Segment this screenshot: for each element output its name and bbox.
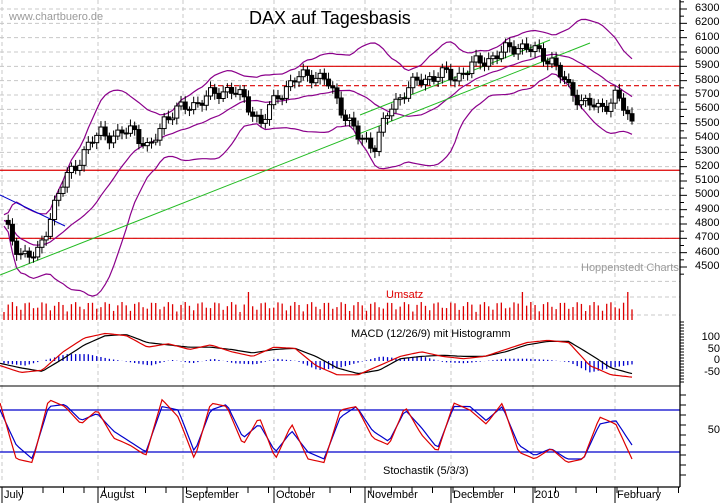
macd-tick-label: 0 [713,354,720,366]
chart-title: DAX auf Tagesbasis [249,8,411,28]
price-tick-label: 5500 [695,116,720,129]
month-label: August [100,489,135,501]
price-tick-label: 5900 [695,59,720,72]
volume-bars [3,292,633,320]
macd-tick-label: 100 [701,331,720,343]
grid-lines [0,0,680,480]
price-tick-label: 4800 [695,216,720,229]
stochastic-panel [0,398,680,464]
macd-tick-label: 50 [707,342,720,355]
price-tick-label: 4700 [695,231,720,244]
price-tick-label: 6300 [695,2,720,14]
month-label: February [617,489,662,501]
macd-label: MACD (12/26/9) mit Histogramm [351,328,511,340]
month-label: October [276,489,316,501]
price-tick-label: 6000 [695,44,720,57]
month-label: November [367,489,418,501]
month-label: 2010 [535,489,560,501]
bollinger-bands [3,18,633,297]
price-tick-label: 4600 [695,245,720,258]
macd-panel [0,332,680,387]
price-tick-label: 5300 [695,145,720,158]
price-tick-label: 5200 [695,159,720,172]
month-label: September [185,489,239,501]
price-tick-label: 6200 [695,16,720,29]
credit-label: Hoppenstedt Charts [581,262,679,274]
trendlines [0,39,591,276]
price-tick-label: 5700 [695,87,720,100]
stochastic-label: Stochastik (5/3/3) [383,465,469,477]
price-tick-label: 5000 [695,188,720,201]
price-tick-label: 5800 [695,73,720,86]
month-label: July [4,489,24,501]
price-tick-label: 6100 [695,30,720,43]
axes [0,0,687,503]
candlesticks [5,37,635,264]
macd-tick-label: -50 [704,365,720,378]
volume-label: Umsatz [386,289,424,301]
watermark: www.chartbuero.de [9,11,104,23]
price-tick-label: 5100 [695,173,720,186]
price-tick-label: 4500 [695,259,720,272]
stochastic-tick-label: 50 [707,424,720,436]
price-tick-label: 5400 [695,130,720,143]
month-label: December [453,489,504,501]
price-tick-label: 5600 [695,102,720,115]
price-tick-label: 4900 [695,202,720,215]
